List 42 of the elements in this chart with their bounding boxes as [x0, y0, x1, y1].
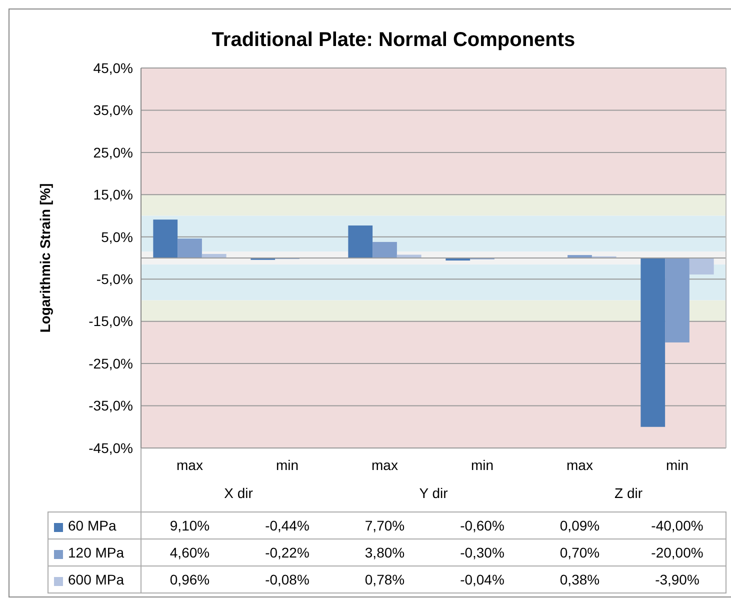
data-label: -3,90% [655, 571, 700, 588]
chart-title: Traditional Plate: Normal Components [212, 29, 576, 51]
y-tick-label: -25,0% [88, 355, 133, 372]
x-tick-label: min [276, 457, 299, 473]
y-tick-label: -35,0% [88, 398, 133, 414]
x-tick-label: min [666, 457, 689, 473]
y-tick-label: -5,0% [96, 271, 133, 288]
y-tick-label: 25,0% [93, 144, 133, 160]
y-tick-label: -15,0% [88, 313, 133, 330]
data-label: -0,04% [460, 571, 504, 588]
x-tick-label: max [176, 457, 203, 473]
x-tick-label: max [566, 457, 593, 473]
data-label: 4,60% [170, 544, 210, 560]
legend-label: 60 MPa [68, 517, 116, 534]
data-label: -0,08% [265, 571, 310, 588]
data-label: 3,80% [364, 544, 405, 560]
data-label: 0,38% [560, 571, 600, 588]
data-label: -0,30% [460, 544, 504, 560]
y-axis-title: Logarithmic Strain [%] [37, 183, 53, 333]
data-label: 0,78% [364, 571, 405, 588]
y-tick-label: 15,0% [93, 186, 133, 203]
text: X dir [224, 485, 254, 501]
y-tick-label: -45,0% [88, 440, 133, 456]
data-label: -20,00% [651, 544, 704, 560]
data-label: -40,00% [651, 517, 704, 534]
legend-label: 120 MPa [68, 544, 124, 560]
data-label: -0,44% [265, 517, 310, 534]
data-label: 0,09% [560, 517, 600, 534]
y-tick-label: 35,0% [93, 102, 133, 118]
data-label: 9,10% [170, 517, 210, 534]
data-label: 0,70% [560, 544, 600, 560]
text: Y dir [419, 485, 448, 501]
y-tick-label: 5,0% [101, 228, 133, 245]
x-tick-label: max [372, 457, 398, 473]
legend-label: 600 MPa [68, 571, 124, 588]
data-label: 0,96% [170, 571, 210, 588]
data-label: 7,70% [364, 517, 405, 534]
text: Z dir [614, 485, 643, 501]
x-tick-label: min [470, 457, 494, 473]
data-label: -0,22% [265, 544, 310, 560]
y-tick-label: 45,0% [93, 60, 133, 76]
data-label: -0,60% [460, 517, 504, 534]
